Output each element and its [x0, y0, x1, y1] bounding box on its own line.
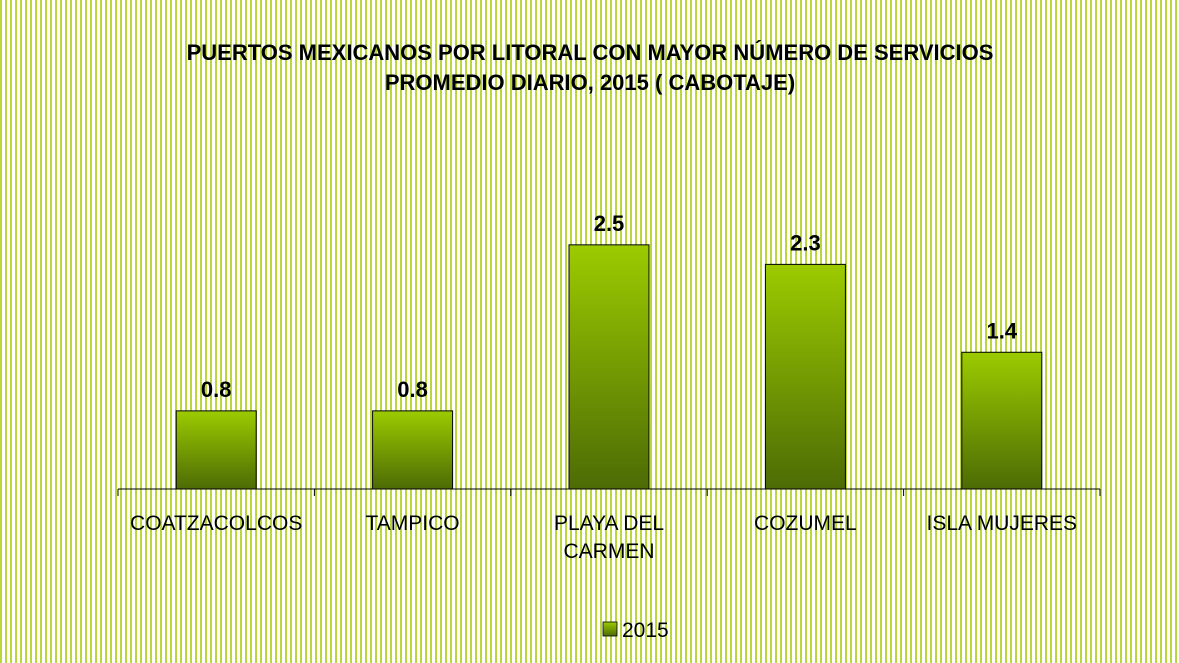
- x-tick-label: COZUMEL: [754, 512, 857, 535]
- bar: [175, 410, 257, 490]
- legend-swatch: [602, 621, 618, 637]
- x-tick-label: PLAYA DEL CARMEN: [553, 512, 665, 563]
- x-tick-label: ISLA MUJERES: [926, 512, 1078, 535]
- x-tick-label: COATZACOLCOS: [130, 512, 303, 535]
- data-label: 0.8: [201, 377, 232, 402]
- x-tick-label: TAMPICO: [365, 512, 460, 535]
- data-label: 0.8: [397, 377, 428, 402]
- data-label: 2.5: [594, 211, 625, 236]
- data-label: 1.4: [987, 318, 1018, 343]
- bar: [961, 351, 1043, 490]
- chart-title: PUERTOS MEXICANOS POR LITORAL CON MAYOR …: [186, 40, 994, 95]
- bar: [764, 263, 846, 490]
- bar: [568, 244, 650, 490]
- data-label: 2.3: [790, 230, 821, 255]
- bar: [372, 410, 454, 490]
- legend-label: 2015: [622, 619, 669, 642]
